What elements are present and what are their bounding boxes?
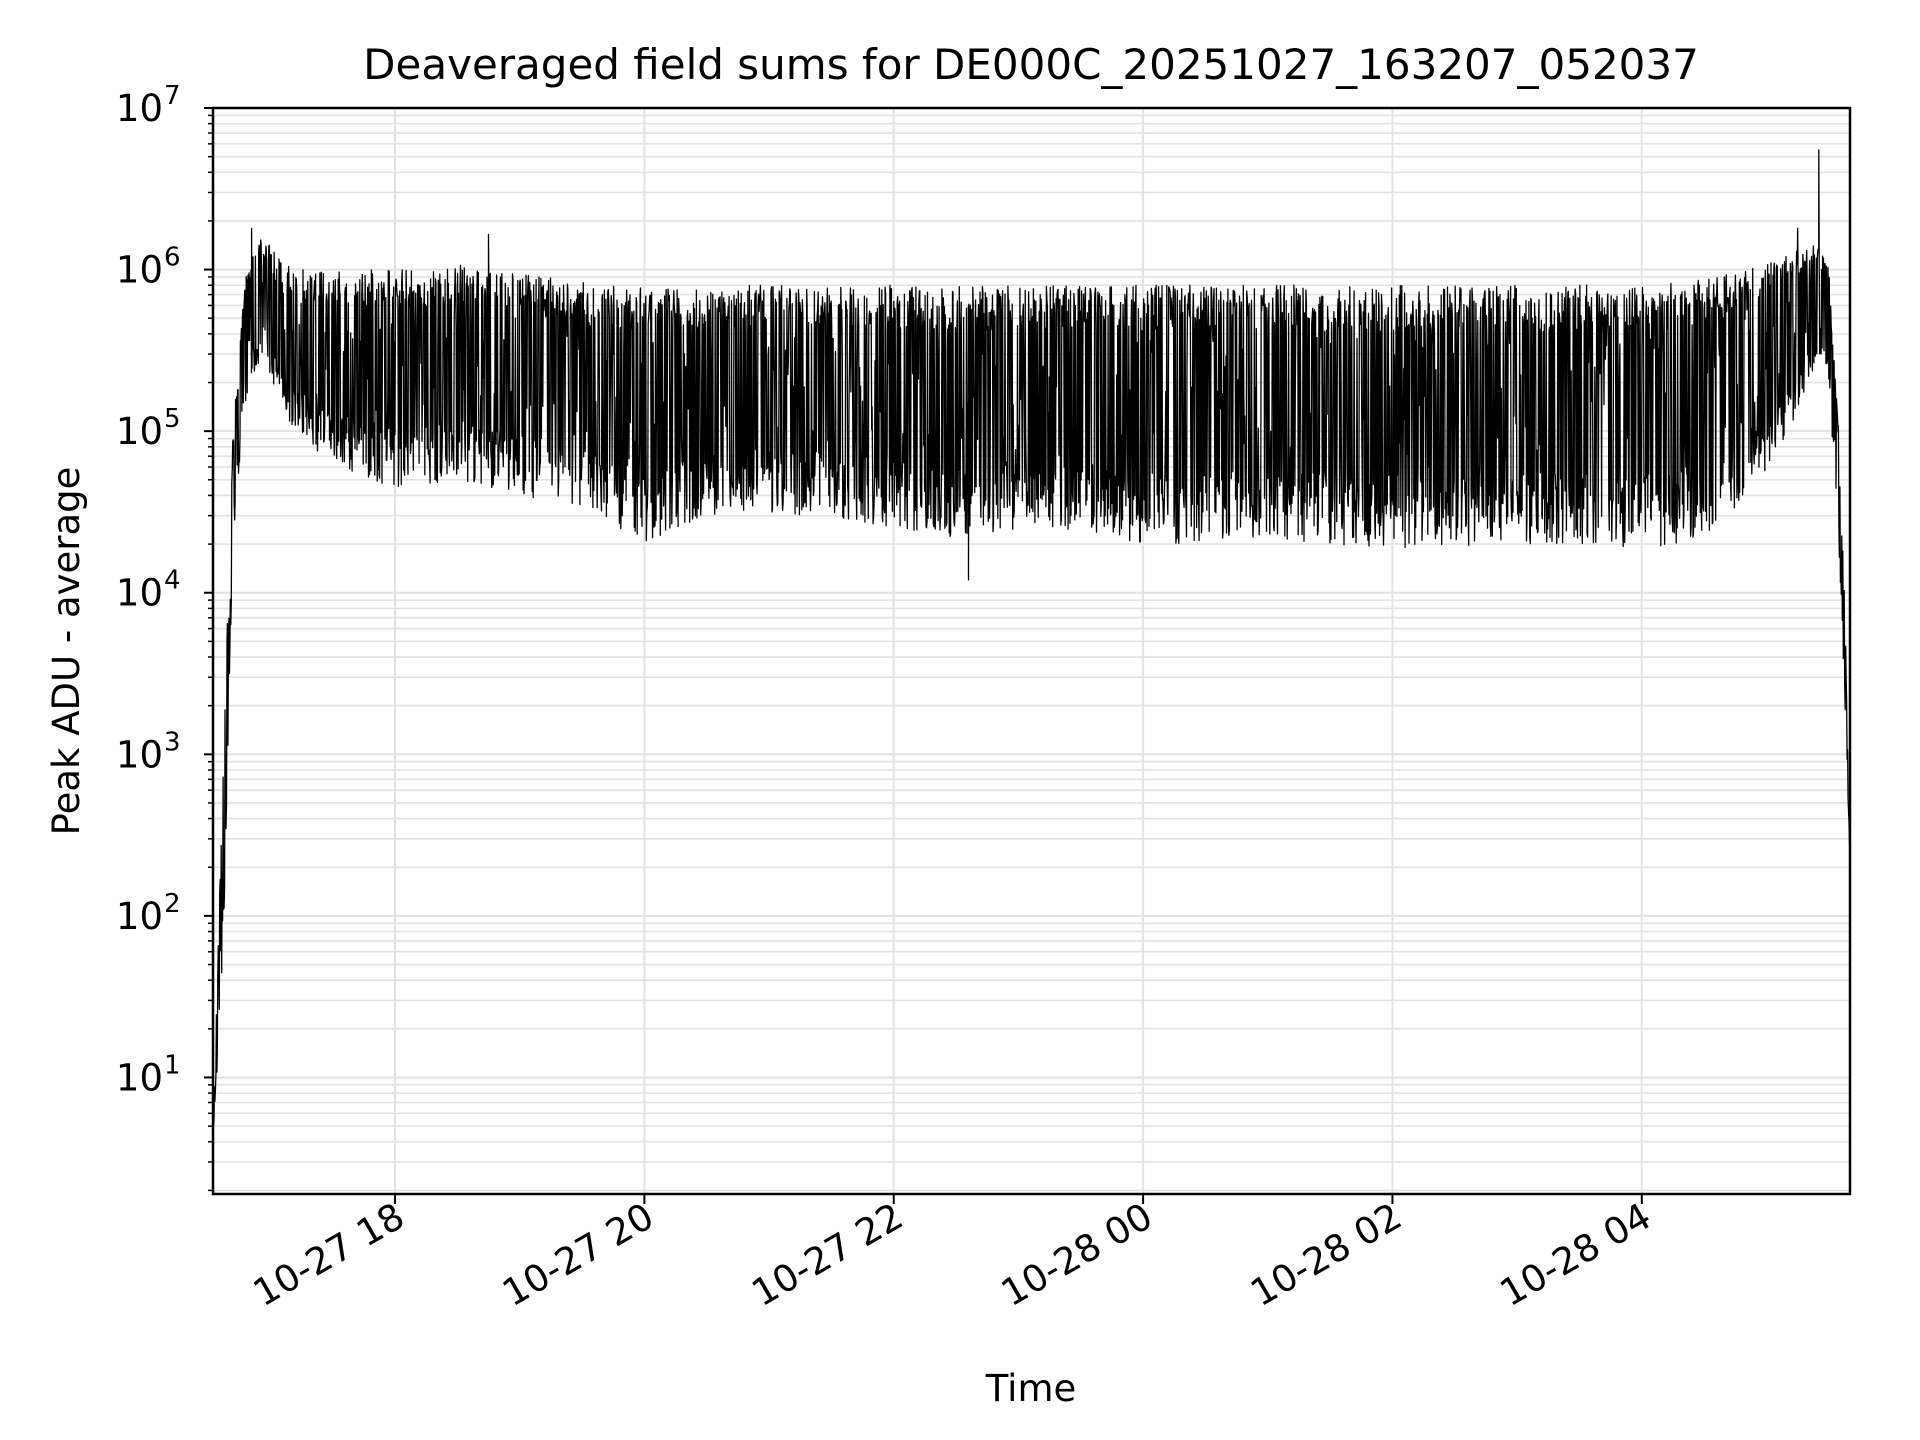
- y-tick-label: 10: [116, 733, 163, 776]
- y-tick-label: 10: [116, 895, 163, 938]
- y-tick-label-base: 10: [116, 249, 163, 292]
- y-tick-label: 10: [116, 572, 163, 615]
- series-layer: [213, 149, 1850, 1142]
- y-tick-label-exponent: 2: [164, 889, 181, 919]
- y-tick-label: 10: [116, 1056, 163, 1099]
- y-tick-label-exponent: 7: [164, 81, 181, 111]
- y-tick-label-exponent: 4: [164, 566, 181, 596]
- plot-frame: [211, 106, 1852, 1196]
- y-tick-label-base: 10: [116, 87, 163, 130]
- y-tick-label-base: 10: [116, 733, 163, 776]
- x-axis-label: Time: [985, 1367, 1077, 1410]
- y-tick-label: 10: [116, 87, 163, 130]
- y-tick-label-base: 10: [116, 572, 163, 615]
- y-tick-label-exponent: 6: [164, 243, 181, 273]
- y-tick-label-base: 10: [116, 1056, 163, 1099]
- y-tick-label: 10: [116, 410, 163, 453]
- y-tick-label-base: 10: [116, 410, 163, 453]
- y-tick-label-base: 10: [116, 895, 163, 938]
- y-tick-label-exponent: 3: [164, 727, 181, 757]
- y-tick-label-exponent: 5: [164, 404, 181, 434]
- chart-title: Deaveraged field sums for DE000C_2025102…: [363, 40, 1699, 89]
- y-tick-label-exponent: 1: [164, 1050, 181, 1080]
- y-axis-label: Peak ADU - average: [45, 467, 88, 836]
- data-series-line: [213, 149, 1850, 1142]
- y-tick-label: 10: [116, 249, 163, 292]
